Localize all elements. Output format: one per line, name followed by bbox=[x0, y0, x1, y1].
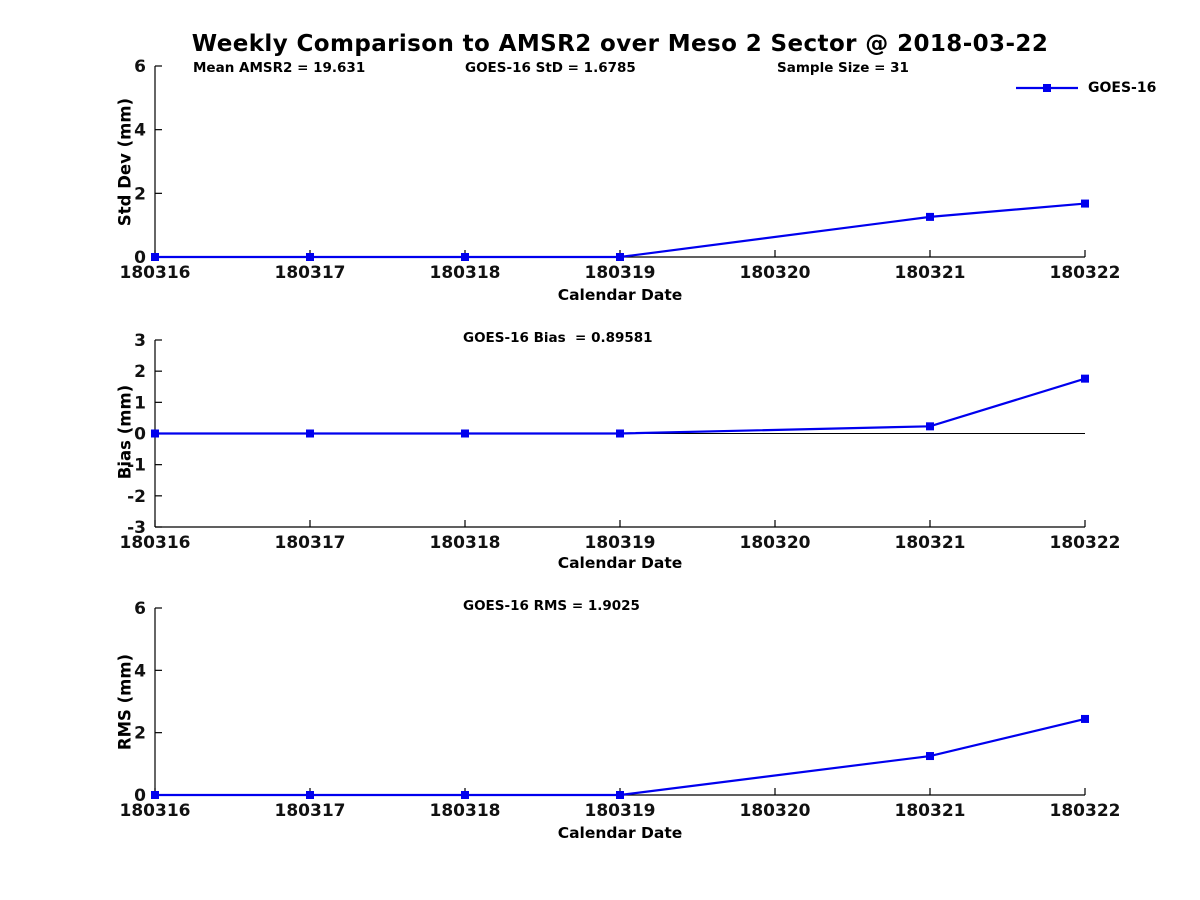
data-point-marker bbox=[926, 212, 934, 221]
annotation-goes16-std: GOES-16 StD = 1.6785 bbox=[465, 60, 636, 76]
data-point-marker bbox=[461, 429, 469, 438]
data-point-marker bbox=[151, 253, 159, 261]
y-tick-label: 1 bbox=[134, 393, 146, 413]
legend: GOES-16 bbox=[1014, 80, 1156, 96]
x-tick-label: 180321 bbox=[895, 263, 966, 283]
subplot-2: -3 -2 -1 0 1 2 3 180316 180317 180318 180319 180320… bbox=[120, 331, 1121, 553]
x-tick-label: 180322 bbox=[1050, 801, 1121, 821]
y-tick-label: 0 bbox=[134, 248, 146, 268]
subplot-1: 0 2 4 6 180316 180317 180318 180319 180320 180321… bbox=[120, 57, 1121, 283]
x-tick-label: 180321 bbox=[895, 533, 966, 553]
x-axis-label-calendar-date-3: Calendar Date bbox=[557, 824, 683, 842]
annotation-mean-amsr2: Mean AMSR2 = 19.631 bbox=[193, 60, 366, 76]
y-tick-label: -1 bbox=[127, 456, 146, 476]
annotation-goes16-rms: GOES-16 RMS = 1.9025 bbox=[463, 598, 640, 614]
y-tick-label: 0 bbox=[134, 786, 146, 806]
x-tick-label: 180320 bbox=[740, 533, 811, 553]
x-tick-label: 180322 bbox=[1050, 263, 1121, 283]
y-tick-label: 4 bbox=[134, 661, 146, 681]
data-point-marker bbox=[616, 253, 624, 261]
y-tick-label: 4 bbox=[134, 121, 146, 141]
y-tick-label: 3 bbox=[134, 331, 146, 351]
y-axis-label-rms: RMS (mm) bbox=[115, 653, 135, 751]
x-tick-label: 180319 bbox=[585, 533, 656, 553]
data-point-marker bbox=[151, 791, 159, 799]
x-tick-label: 180316 bbox=[120, 533, 191, 553]
data-point-marker bbox=[616, 429, 624, 438]
x-tick-label: 180317 bbox=[275, 533, 346, 553]
y-tick-label: 6 bbox=[134, 57, 146, 77]
data-point-marker bbox=[461, 253, 469, 261]
data-point-marker bbox=[1081, 714, 1089, 723]
series-line-goes-16 bbox=[155, 202, 1086, 259]
y-axis-label-std-dev: Std Dev (mm) bbox=[115, 97, 135, 227]
y-tick-label: 2 bbox=[134, 362, 146, 382]
annotation-sample-size: Sample Size = 31 bbox=[777, 60, 909, 76]
annotation-goes16-bias: GOES-16 Bias = 0.89581 bbox=[463, 330, 653, 346]
legend-line-marker-icon bbox=[1016, 84, 1078, 92]
data-point-marker bbox=[1081, 374, 1089, 383]
x-tick-label: 180318 bbox=[430, 533, 501, 553]
data-point-marker bbox=[151, 429, 159, 438]
x-tick-label: 180322 bbox=[1050, 533, 1121, 553]
y-tick-label: -3 bbox=[127, 518, 146, 538]
data-point-marker bbox=[306, 253, 314, 261]
subplot-3: 0 2 4 6 180316 180317 180318 180319 180320 180321… bbox=[120, 599, 1121, 821]
data-point-marker bbox=[306, 791, 314, 799]
data-point-marker bbox=[306, 429, 314, 438]
x-tick-label: 180316 bbox=[120, 263, 191, 283]
x-tick-label: 180317 bbox=[275, 801, 346, 821]
x-tick-label: 180320 bbox=[740, 801, 811, 821]
y-tick-label: 2 bbox=[134, 724, 146, 744]
x-tick-label: 180318 bbox=[430, 801, 501, 821]
page-title: Weekly Comparison to AMSR2 over Meso 2 S… bbox=[191, 31, 1049, 57]
x-axis-label-calendar-date-1: Calendar Date bbox=[557, 286, 683, 304]
x-tick-label: 180317 bbox=[275, 263, 346, 283]
data-point-marker bbox=[926, 422, 934, 431]
x-tick-label: 180320 bbox=[740, 263, 811, 283]
series-line-goes-16 bbox=[155, 717, 1086, 797]
data-point-marker bbox=[1081, 199, 1089, 208]
y-tick-label: 2 bbox=[134, 184, 146, 204]
y-tick-label: -2 bbox=[127, 487, 146, 507]
y-axis-label-bias: Bias (mm) bbox=[115, 384, 135, 480]
x-tick-label: 180319 bbox=[585, 801, 656, 821]
x-tick-label: 180318 bbox=[430, 263, 501, 283]
x-tick-label: 180316 bbox=[120, 801, 191, 821]
x-tick-label: 180319 bbox=[585, 263, 656, 283]
data-point-marker bbox=[616, 791, 624, 799]
data-point-marker bbox=[926, 752, 934, 761]
y-tick-label: 0 bbox=[134, 425, 146, 445]
x-tick-label: 180321 bbox=[895, 801, 966, 821]
data-point-marker bbox=[461, 791, 469, 799]
x-axis-label-calendar-date-2: Calendar Date bbox=[557, 554, 683, 572]
y-tick-label: 6 bbox=[134, 599, 146, 619]
series-line-goes-16 bbox=[155, 377, 1086, 435]
legend-series-label: GOES-16 bbox=[1088, 80, 1157, 96]
